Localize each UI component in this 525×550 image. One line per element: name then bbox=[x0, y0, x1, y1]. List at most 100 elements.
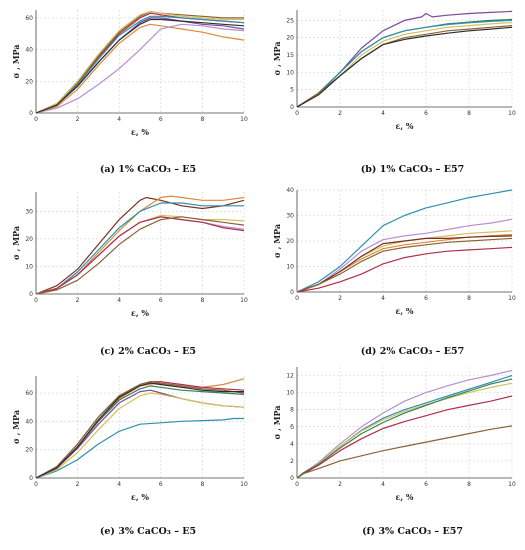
x-tick-label: 4 bbox=[117, 481, 121, 488]
x-axis-label: ε, % bbox=[131, 127, 149, 137]
y-axis-label: σ , MPa bbox=[11, 226, 21, 260]
y-tick-label: 10 bbox=[286, 69, 294, 76]
y-tick-label: 0 bbox=[29, 475, 33, 482]
y-tick-label: 30 bbox=[25, 208, 33, 215]
y-tick-label: 20 bbox=[286, 35, 294, 42]
series-line-6 bbox=[35, 11, 244, 114]
series-line-1 bbox=[35, 417, 244, 479]
y-tick-label: 40 bbox=[25, 47, 33, 54]
chart-panel-d: 0 2 4 6 8 10 0 10 20 30 40 ε, % σ , MPa (d) 2% CaCO₃ … bbox=[272, 187, 516, 357]
series-line-7 bbox=[296, 246, 513, 293]
series-line-8 bbox=[35, 18, 245, 114]
y-tick-label: 0 bbox=[290, 475, 294, 482]
x-tick-label: 8 bbox=[200, 116, 204, 123]
series-line-6 bbox=[296, 237, 513, 293]
series-line-7 bbox=[35, 392, 245, 479]
panel-caption: (c) 2% CaCO₃ – E5 bbox=[100, 346, 196, 357]
x-tick-label: 4 bbox=[381, 110, 385, 117]
y-tick-label: 25 bbox=[286, 17, 294, 24]
y-tick-label: 20 bbox=[25, 447, 33, 454]
x-tick-label: 0 bbox=[34, 116, 38, 123]
x-tick-label: 8 bbox=[467, 295, 471, 302]
x-tick-label: 2 bbox=[338, 110, 342, 117]
x-tick-label: 8 bbox=[467, 110, 471, 117]
series-line-5 bbox=[35, 216, 245, 295]
series-line-1 bbox=[35, 17, 245, 114]
panel-caption: (a) 1% CaCO₃ – E5 bbox=[100, 164, 196, 175]
series-line-3 bbox=[35, 202, 244, 295]
x-tick-label: 10 bbox=[240, 116, 248, 123]
chart-panel-f: 0 2 4 6 8 10 0 2 4 б 8 10 12 ε, % σ , MPa (f) 3% CaCO₃ … bbox=[272, 367, 516, 537]
x-tick-label: 2 bbox=[338, 481, 342, 488]
series-line-1 bbox=[296, 369, 513, 479]
y-tick-label: 12 bbox=[286, 373, 294, 380]
chart-panel-b: 0 2 4 6 8 10 0 5 10 15 20 25 ε, % σ , MPa (b) 1% CaCO₃… bbox=[272, 10, 516, 175]
y-tick-label: 5 bbox=[290, 87, 294, 94]
y-tick-label: 20 bbox=[25, 236, 33, 243]
y-tick-label: 15 bbox=[286, 52, 294, 59]
y-axis-label: σ , MPa bbox=[272, 405, 282, 439]
x-tick-label: 0 bbox=[295, 481, 299, 488]
x-tick-label: 10 bbox=[508, 110, 516, 117]
x-tick-label: 10 bbox=[508, 481, 516, 488]
series-line-6 bbox=[296, 425, 513, 479]
panel-caption: (e) 3% CaCO₃ – E5 bbox=[100, 526, 196, 537]
y-tick-label: 30 bbox=[286, 213, 294, 220]
x-tick-label: 0 bbox=[34, 297, 38, 304]
series-line-5 bbox=[35, 385, 245, 479]
x-tick-label: 10 bbox=[240, 481, 248, 488]
y-tick-label: 60 bbox=[25, 15, 33, 22]
series-line-5 bbox=[296, 395, 513, 479]
series-line-7 bbox=[35, 216, 245, 295]
x-tick-label: 6 bbox=[159, 297, 163, 304]
y-tick-label: 20 bbox=[25, 78, 33, 85]
x-axis-label: ε, % bbox=[395, 306, 413, 316]
chart-panel-e: 0 2 4 6 8 10 0 20 40 60 ε, % σ , MPa (e) 3% CaCO₃ – … bbox=[11, 376, 248, 537]
y-tick-label: 0 bbox=[29, 291, 33, 298]
x-axis-label: ε, % bbox=[395, 492, 413, 502]
x-tick-label: 10 bbox=[240, 297, 248, 304]
y-tick-label: 60 bbox=[25, 390, 33, 397]
series-line-2 bbox=[35, 23, 245, 114]
x-tick-label: 0 bbox=[295, 110, 299, 117]
series-line-2 bbox=[296, 218, 513, 293]
y-axis-label: σ , MPa bbox=[272, 224, 282, 258]
x-axis-label: ε, % bbox=[131, 492, 149, 502]
y-tick-label: 8 bbox=[290, 407, 294, 414]
x-tick-label: 8 bbox=[200, 481, 204, 488]
series-line-4 bbox=[296, 378, 513, 479]
series-line-1 bbox=[296, 189, 513, 293]
series-line-4 bbox=[296, 234, 513, 293]
series-line-2 bbox=[296, 18, 513, 108]
y-tick-label: 20 bbox=[286, 238, 294, 245]
x-tick-label: 4 bbox=[381, 481, 385, 488]
series-line-4 bbox=[35, 381, 245, 479]
x-tick-label: 2 bbox=[76, 116, 80, 123]
x-tick-label: 0 bbox=[34, 481, 38, 488]
chart-panel-c: 0 2 4 6 8 10 0 10 20 30 ε, % σ , MPa (c) 2% CaCO₃ – … bbox=[11, 192, 248, 357]
series-line-6 bbox=[296, 26, 513, 108]
series-line-8 bbox=[35, 382, 244, 479]
x-tick-label: 4 bbox=[381, 295, 385, 302]
series-line-3 bbox=[296, 19, 513, 108]
x-tick-label: 6 bbox=[424, 295, 428, 302]
series-line-2 bbox=[35, 378, 245, 479]
series-line-5 bbox=[296, 235, 513, 293]
series-line-7 bbox=[35, 23, 245, 114]
y-tick-label: 40 bbox=[286, 187, 294, 194]
x-axis-label: ε, % bbox=[395, 121, 413, 131]
chart-panel-a: 0 2 4 6 8 10 0 20 40 60 ε, % σ , MPa (a) 1% CaCO₃ – … bbox=[11, 10, 248, 175]
y-axis-label: σ , MPa bbox=[11, 44, 21, 78]
x-tick-label: 2 bbox=[338, 295, 342, 302]
x-tick-label: 8 bbox=[467, 481, 471, 488]
series-line-6 bbox=[35, 216, 245, 295]
series-line-3 bbox=[296, 382, 513, 479]
series-line-4 bbox=[296, 21, 513, 108]
x-tick-label: 4 bbox=[117, 297, 121, 304]
x-tick-label: 6 bbox=[159, 116, 163, 123]
y-tick-label: 10 bbox=[25, 263, 33, 270]
y-tick-label: 10 bbox=[286, 390, 294, 397]
y-axis-label: σ , MPa bbox=[272, 41, 282, 75]
y-axis-label: σ , MPa bbox=[11, 410, 21, 444]
